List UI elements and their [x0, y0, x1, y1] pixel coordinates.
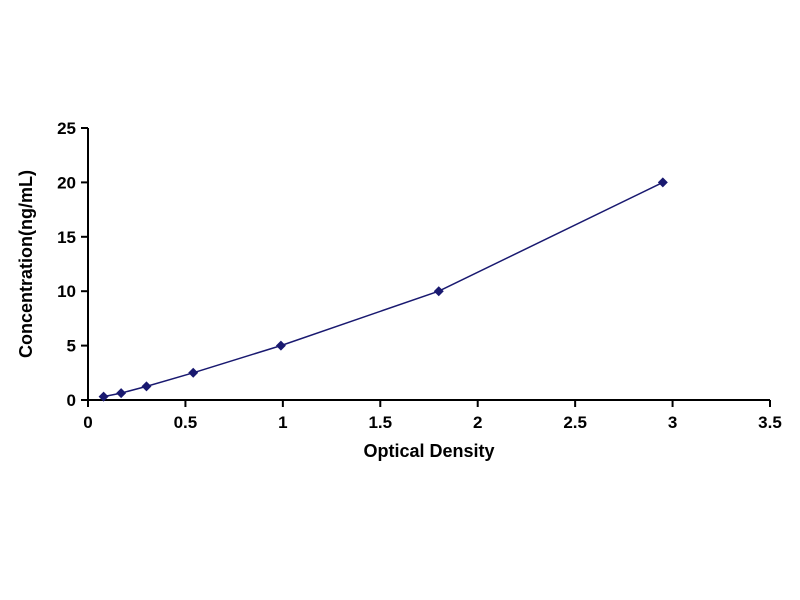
y-tick-label: 5 — [67, 337, 76, 356]
x-tick-label: 0 — [83, 413, 92, 432]
data-point-marker — [98, 391, 109, 402]
y-tick-label: 20 — [57, 173, 76, 192]
x-tick-label: 3.5 — [758, 413, 782, 432]
data-point-marker — [116, 388, 127, 399]
x-tick-label: 2.5 — [563, 413, 587, 432]
data-point-marker — [657, 177, 668, 188]
y-tick-label: 0 — [67, 391, 76, 410]
y-axis-title: Concentration(ng/mL) — [16, 170, 36, 358]
data-point-marker — [188, 367, 199, 378]
x-tick-label: 1 — [278, 413, 287, 432]
y-tick-label: 25 — [57, 119, 76, 138]
series-line — [103, 181, 664, 398]
x-tick-label: 3 — [668, 413, 677, 432]
x-tick-label: 1.5 — [368, 413, 392, 432]
plot-layer: 0 0.5 1 1.5 2 2.5 3 3.5 0 5 10 15 20 25 — [57, 119, 782, 432]
y-tick-label: 15 — [57, 228, 76, 247]
y-tick-label: 10 — [57, 282, 76, 301]
x-axis-title: Optical Density — [363, 441, 494, 461]
data-point-marker — [275, 340, 286, 351]
x-tick-label: 2 — [473, 413, 482, 432]
x-tick-label: 0.5 — [174, 413, 198, 432]
data-point-marker — [433, 286, 444, 297]
data-point-marker — [141, 381, 152, 392]
